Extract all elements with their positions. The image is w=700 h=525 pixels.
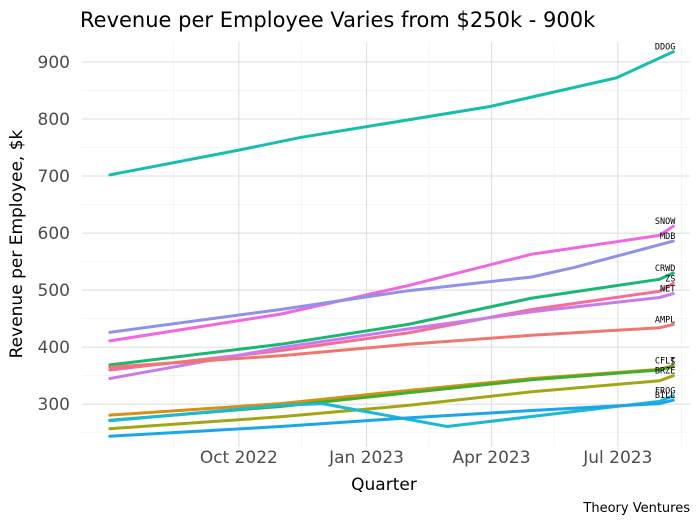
y-axis-ticks: 300 400 500 600 700 800 900 bbox=[38, 53, 70, 415]
series-line-net bbox=[108, 292, 675, 380]
chart-title: Revenue per Employee Varies from $250k -… bbox=[80, 8, 596, 32]
x-tick-label: Apr 2023 bbox=[452, 448, 530, 468]
x-tick-label: Jul 2023 bbox=[582, 448, 652, 468]
series-line-ampl bbox=[108, 322, 675, 369]
y-tick-label: 400 bbox=[38, 338, 70, 358]
y-tick-label: 600 bbox=[38, 224, 70, 244]
series-label-crwd: CRWD bbox=[655, 264, 675, 274]
y-tick-label: 500 bbox=[38, 281, 70, 301]
y-tick-label: 900 bbox=[38, 53, 70, 73]
series-line-crwd bbox=[108, 271, 675, 367]
y-axis-title: Revenue per Employee, $k bbox=[7, 129, 27, 358]
series-label-frog: FROG bbox=[655, 387, 675, 397]
series-line-bill bbox=[108, 398, 675, 438]
series-label-snow: SNOW bbox=[655, 217, 676, 227]
x-tick-label: Jan 2023 bbox=[328, 448, 404, 468]
x-axis-title: Quarter bbox=[351, 475, 417, 495]
chart-caption: Theory Ventures bbox=[582, 501, 690, 516]
series-label-ddog: DDOG bbox=[655, 43, 675, 53]
y-tick-label: 800 bbox=[38, 110, 70, 130]
series-line-frog bbox=[108, 394, 675, 428]
series-line-mdb bbox=[108, 239, 675, 334]
grid bbox=[82, 42, 690, 447]
series-line-ddog bbox=[108, 50, 675, 177]
series-label-zs: ZS bbox=[665, 274, 675, 284]
series-label-s: S bbox=[670, 358, 675, 368]
x-tick-label: Oct 2022 bbox=[200, 448, 278, 468]
x-axis-ticks: Oct 2022 Jan 2023 Apr 2023 Jul 2023 bbox=[200, 448, 653, 468]
series-line-brze bbox=[108, 374, 675, 431]
y-tick-label: 300 bbox=[38, 395, 70, 415]
series-label-mdb: MDB bbox=[660, 232, 675, 242]
series-label-bill: BILL bbox=[655, 391, 675, 401]
series-label-cflt: CFLT bbox=[655, 356, 675, 366]
series-label-ampl: AMPL bbox=[655, 315, 675, 325]
y-tick-label: 700 bbox=[38, 167, 70, 187]
series-label-net: NET bbox=[660, 285, 675, 295]
series-lines bbox=[108, 50, 675, 438]
series-line-snow bbox=[108, 224, 675, 343]
series-label-brze: BRZE bbox=[655, 367, 675, 377]
